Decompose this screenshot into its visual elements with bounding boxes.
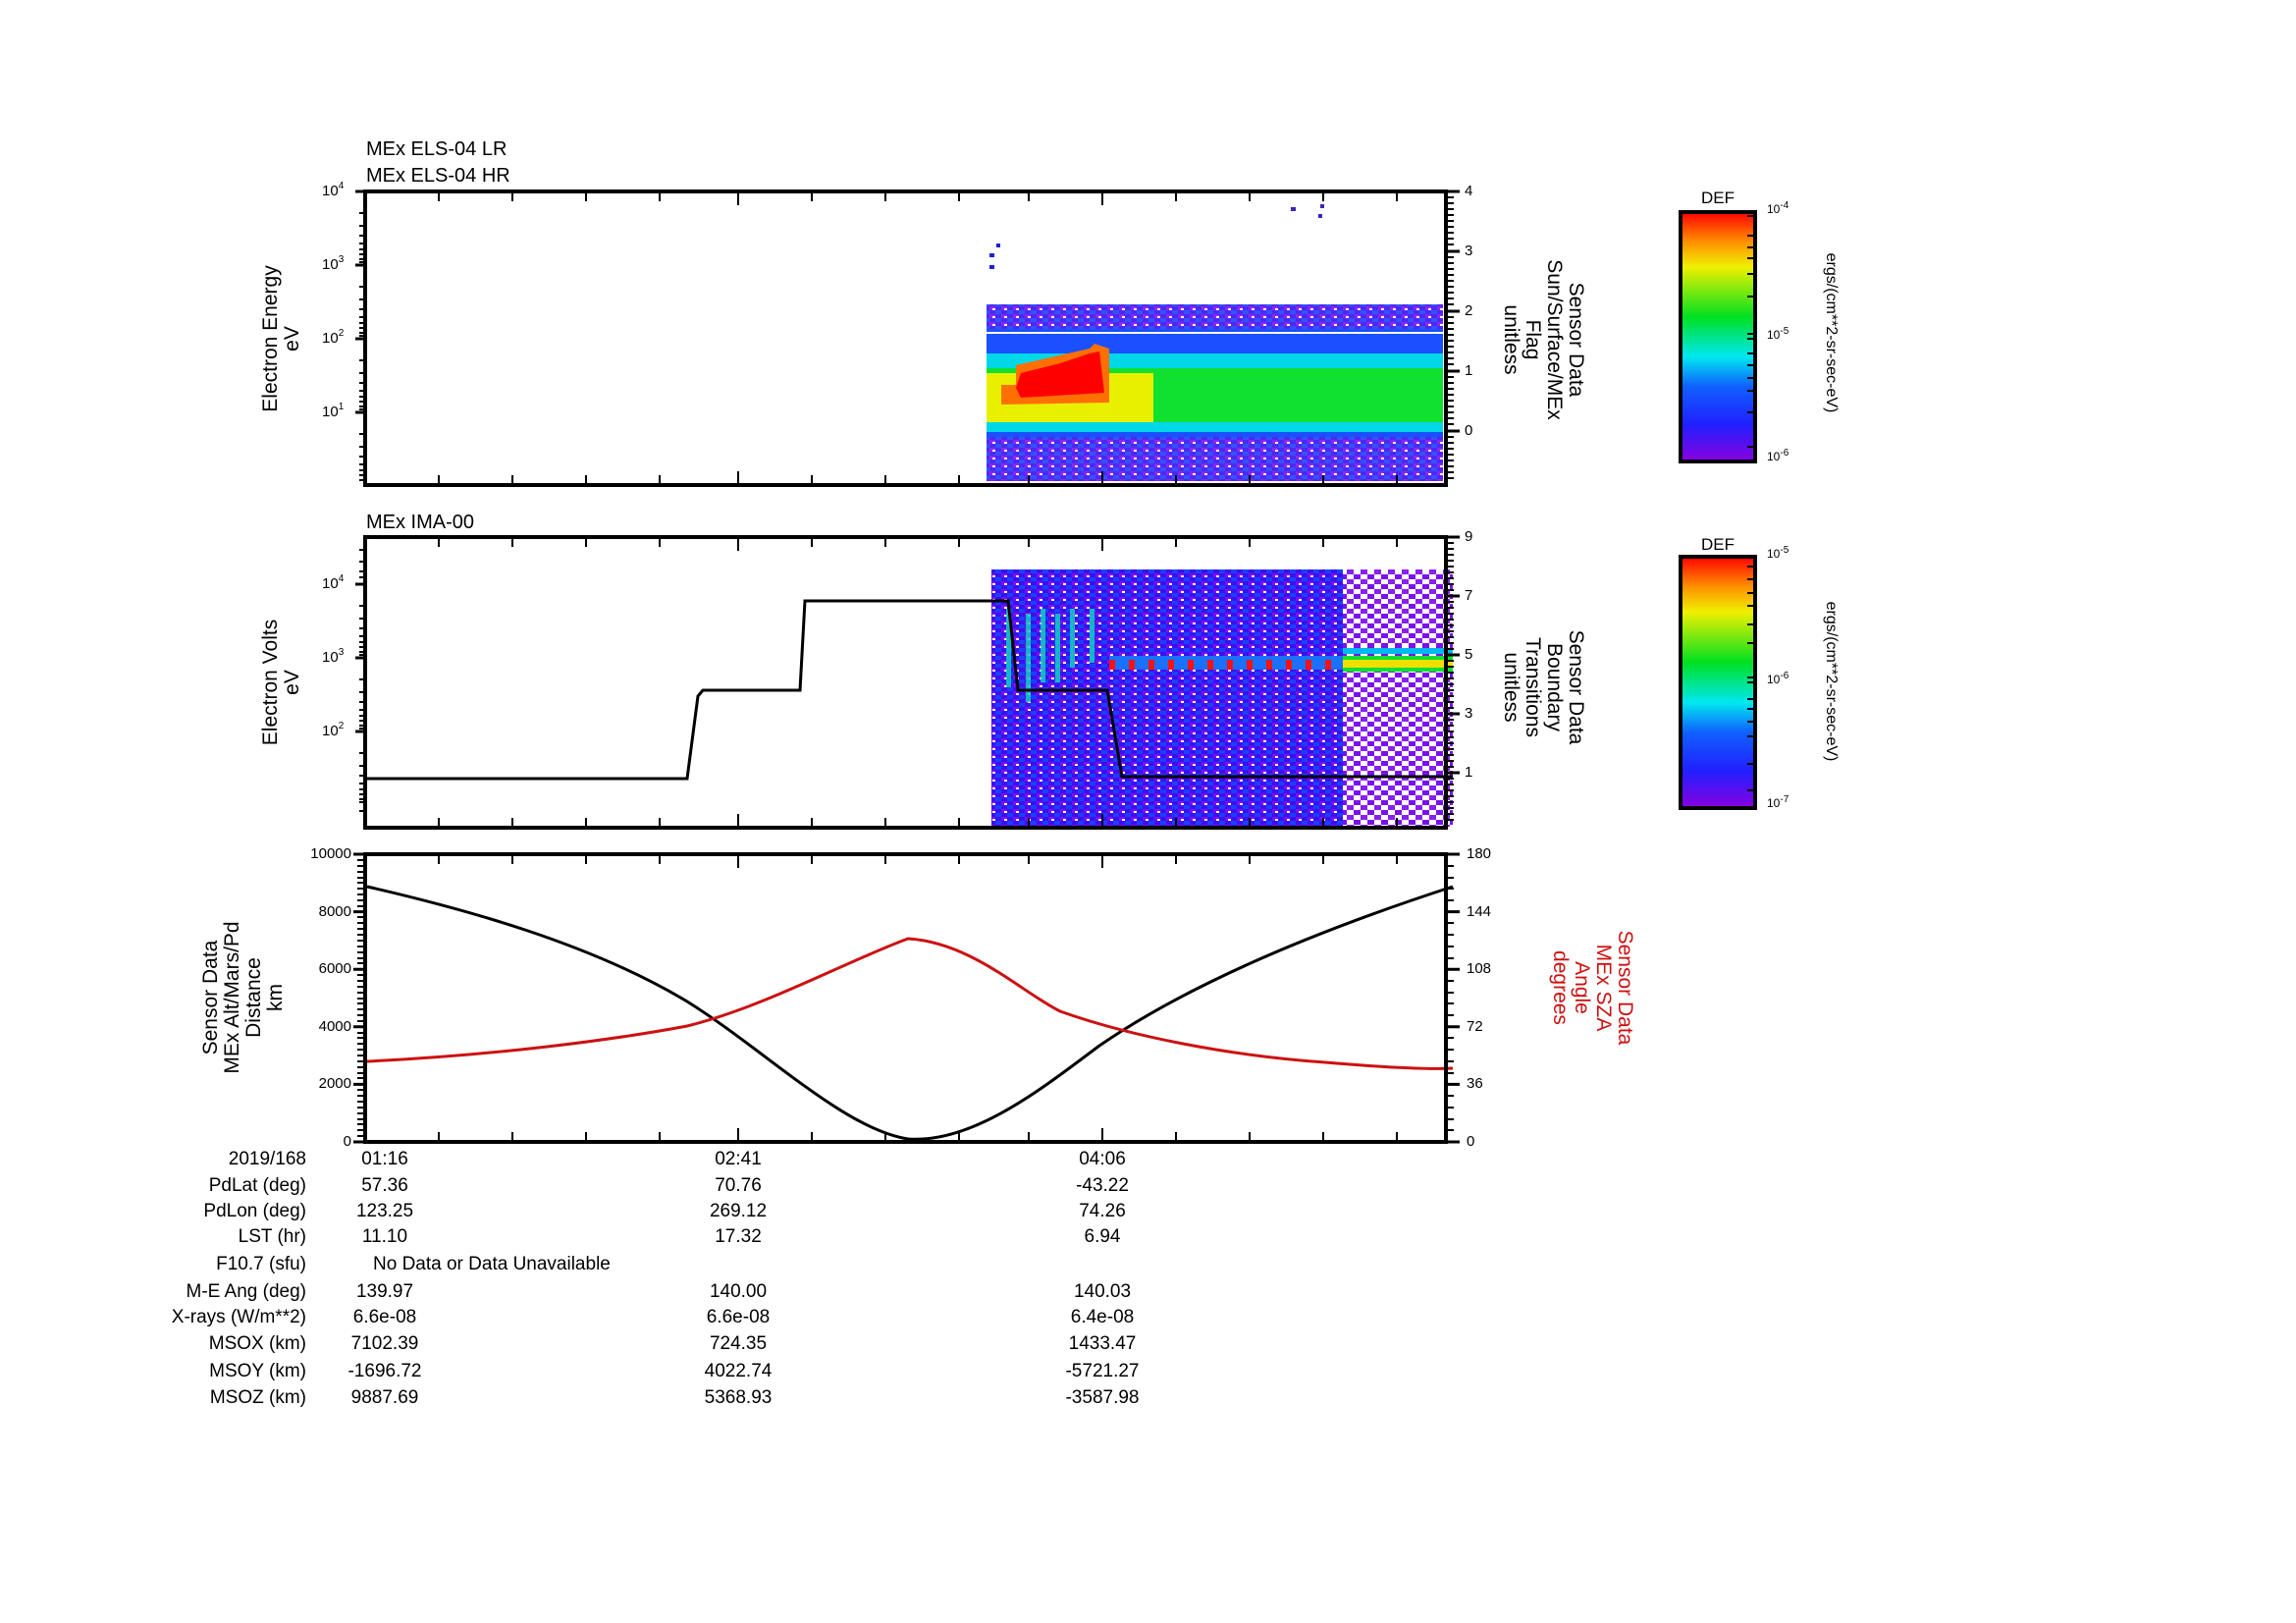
eph-value: 6.6e-08 — [352, 1307, 417, 1327]
eph-value: 17.32 — [715, 1226, 762, 1247]
p3-right-axis-label: Sensor Data MEx SZA Angle degrees — [1549, 930, 1636, 1046]
eph-value: 7102.39 — [350, 1333, 419, 1354]
eph-time: 02:41 — [715, 1149, 762, 1169]
eph-value: 9887.69 — [350, 1387, 419, 1408]
p3-ytick: 8000 — [318, 903, 351, 920]
p2-y2tick: 1 — [1465, 764, 1473, 781]
minor-ticks — [357, 196, 1454, 1137]
p1-y2tick: 2 — [1465, 302, 1473, 319]
p3-y2tick: 36 — [1467, 1075, 1483, 1092]
eph-row-label: PdLat (deg) — [208, 1175, 306, 1196]
eph-row-label: PdLon (deg) — [203, 1201, 306, 1221]
colorbar2-title: DEF — [1701, 535, 1735, 554]
eph-value: 11.10 — [361, 1226, 408, 1247]
p1-left-axis-label: Electron Energy eV — [259, 265, 303, 412]
p2-y2tick: 5 — [1465, 646, 1473, 663]
eph-value: 5368.93 — [704, 1387, 773, 1408]
eph-value: 4022.74 — [704, 1361, 773, 1381]
eph-value: 724.35 — [709, 1333, 768, 1354]
els-spectrogram — [987, 204, 1443, 481]
eph-value: -1696.72 — [347, 1361, 422, 1381]
p2-right-axis-label: Sensor Data Boundary Transitions unitles… — [1500, 629, 1587, 745]
colorbar-2 — [1679, 555, 1757, 810]
p3-ytick: 10000 — [310, 845, 351, 862]
p2-y2tick: 3 — [1465, 705, 1473, 722]
eph-row-label: MSOY (km) — [209, 1361, 306, 1381]
colorbar2-min: 10-7 — [1767, 794, 1789, 810]
colorbar1-title: DEF — [1701, 189, 1735, 207]
p2-left-axis-label: Electron Volts eV — [259, 619, 303, 746]
orbit-lines — [366, 885, 1454, 1141]
p1-ytick-1e1: 101 — [322, 402, 345, 420]
p1-y2tick: 0 — [1465, 422, 1473, 439]
p1-y2tick: 4 — [1465, 183, 1473, 199]
time-ticks — [438, 191, 1398, 1142]
p1-right-axis-label: Sensor Data Sun/Surface/MEx Flag unitles… — [1500, 259, 1587, 420]
colorbar1-mid: 10-5 — [1767, 326, 1789, 342]
colorbar1-max: 10-4 — [1767, 200, 1789, 216]
eph-value: 6.94 — [1084, 1226, 1121, 1247]
eph-value: -5721.27 — [1065, 1361, 1140, 1381]
eph-date: 2019/168 — [228, 1149, 306, 1169]
eph-time: 04:06 — [1079, 1149, 1126, 1169]
p1-y2tick: 1 — [1465, 362, 1473, 379]
eph-value: 70.76 — [715, 1175, 762, 1196]
p2-ytick-1e3: 103 — [322, 647, 345, 666]
sza-line — [366, 937, 1454, 1070]
p3-y2tick: 0 — [1467, 1133, 1475, 1150]
eph-value: 140.03 — [1073, 1281, 1132, 1302]
colorbar1-min: 10-6 — [1767, 448, 1789, 463]
p3-y2tick: 72 — [1467, 1018, 1483, 1035]
eph-row-label: F10.7 (sfu) — [216, 1254, 306, 1274]
eph-value: 1433.47 — [1068, 1333, 1137, 1354]
eph-value: 57.36 — [361, 1175, 408, 1196]
eph-no-data-note: No Data or Data Unavailable — [373, 1254, 611, 1274]
eph-row-label: LST (hr) — [238, 1226, 306, 1247]
eph-row-label: MSOX (km) — [208, 1333, 306, 1354]
eph-time: 01:16 — [361, 1149, 408, 1169]
colorbar2-mid: 10-6 — [1767, 671, 1789, 686]
p1-y2tick: 3 — [1465, 243, 1473, 259]
eph-value: 123.25 — [355, 1201, 414, 1221]
panel1-title-lr: MEx ELS-04 LR — [366, 138, 507, 160]
eph-value: -3587.98 — [1065, 1387, 1140, 1408]
y-ticks — [353, 189, 1460, 1144]
eph-value: 6.6e-08 — [706, 1307, 771, 1327]
eph-value: 140.00 — [709, 1281, 768, 1302]
p3-ytick: 4000 — [318, 1018, 351, 1035]
altitude-line — [366, 885, 1454, 1141]
p2-ytick-1e2: 102 — [322, 721, 345, 739]
p3-y2tick: 144 — [1467, 903, 1492, 920]
eph-value: 139.97 — [355, 1281, 414, 1302]
p3-left-axis-label: Sensor Data MEx Alt/Mars/Pd Distance km — [199, 921, 287, 1074]
eph-row-label: X-rays (W/m**2) — [171, 1307, 306, 1327]
p3-ytick: 0 — [343, 1133, 351, 1150]
p3-y2tick: 180 — [1467, 845, 1492, 862]
eph-value: 6.4e-08 — [1070, 1307, 1135, 1327]
p2-y2tick: 9 — [1465, 528, 1473, 545]
eph-row-label: M-E Ang (deg) — [186, 1281, 307, 1302]
p2-ytick-1e4: 104 — [322, 573, 345, 592]
colorbar2-max: 10-5 — [1767, 545, 1789, 561]
eph-value: -43.22 — [1076, 1175, 1129, 1196]
colorbar2-unit: ergs/(cm**2-sr-sec-eV) — [1823, 601, 1840, 762]
eph-row-label: MSOZ (km) — [209, 1387, 306, 1408]
p3-y2tick: 108 — [1467, 960, 1492, 977]
colorbar-1 — [1679, 210, 1757, 463]
p2-y2tick: 7 — [1465, 587, 1473, 604]
eph-value: 74.26 — [1079, 1201, 1126, 1221]
p1-ytick-1e3: 103 — [322, 254, 345, 273]
colorbar1-unit: ergs/(cm**2-sr-sec-eV) — [1823, 252, 1840, 413]
eph-value: 269.12 — [709, 1201, 768, 1221]
p1-ytick-1e2: 102 — [322, 328, 345, 347]
p3-ytick: 6000 — [318, 960, 351, 977]
p3-ytick: 2000 — [318, 1075, 351, 1092]
panel1-title-hr: MEx ELS-04 HR — [366, 165, 510, 187]
p1-ytick-1e4: 104 — [322, 181, 345, 199]
ima-spectrogram — [367, 569, 1453, 827]
boundary-line — [367, 599, 1453, 781]
panel2-title: MEx IMA-00 — [366, 512, 475, 533]
